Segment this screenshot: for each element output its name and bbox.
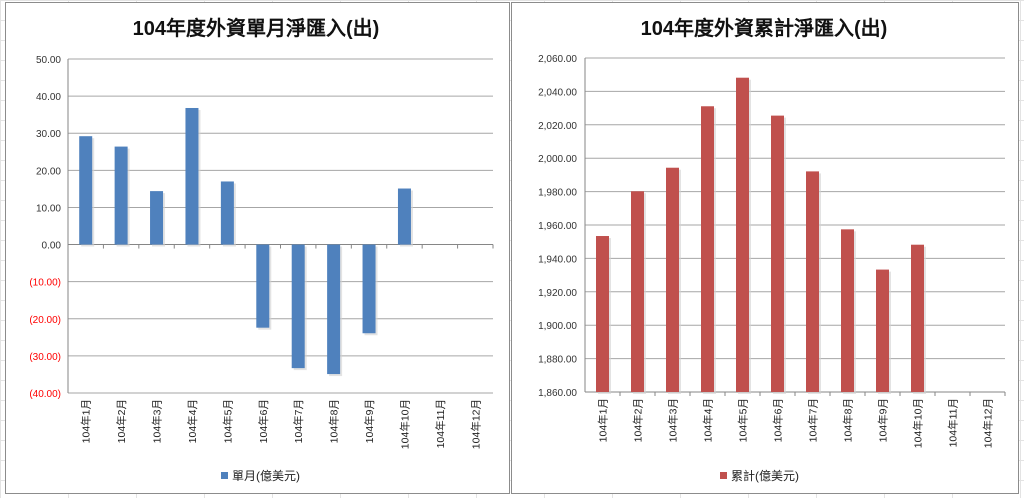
x-category-label: 104年12月 [982, 398, 995, 448]
x-category-label: 104年9月 [877, 398, 890, 442]
x-category-label: 104年5月 [221, 399, 234, 443]
y-tick-label: 10.00 [36, 203, 61, 214]
legend-label: 單月(億美元) [232, 469, 300, 483]
x-category-label: 104年3月 [667, 398, 680, 442]
x-category-label: 104年9月 [363, 399, 376, 443]
bar [79, 136, 93, 245]
bar [362, 244, 376, 334]
y-tick-label: 0.00 [42, 241, 62, 252]
bar [256, 244, 270, 328]
y-tick-label: 30.00 [36, 129, 61, 140]
bar [666, 167, 679, 392]
x-category-label: 104年5月 [737, 398, 750, 442]
x-category-label: 104年8月 [328, 399, 341, 443]
bar [150, 191, 164, 245]
y-tick-label: (10.00) [29, 278, 61, 289]
bar [185, 107, 199, 245]
x-category-label: 104年7月 [292, 399, 305, 443]
x-category-label: 104年2月 [632, 398, 645, 442]
x-category-label: 104年6月 [257, 399, 270, 443]
bar [114, 146, 128, 245]
bar [397, 188, 411, 245]
y-tick-label: 2,060.00 [538, 54, 577, 65]
cumulative-net-flow-chart: 104年度外資累計淨匯入(出) 2,060.00 2,040.00 2,020.00 2… [511, 2, 1019, 494]
x-category-label: 104年4月 [702, 398, 715, 442]
bar [876, 269, 889, 392]
y-tick-label: 1,880.00 [538, 355, 577, 366]
bar [841, 229, 854, 392]
x-category-label: 104年3月 [151, 399, 164, 443]
y-tick-label: 1,980.00 [538, 188, 577, 199]
bar [631, 191, 644, 392]
y-tick-label: 2,040.00 [538, 87, 577, 98]
x-category-label: 104年10月 [398, 399, 411, 449]
bar [220, 181, 234, 245]
x-category-label: 104年10月 [912, 398, 925, 448]
y-tick-label: (30.00) [29, 352, 61, 363]
x-category-label: 104年11月 [947, 398, 960, 447]
bar [291, 244, 305, 369]
x-category-label: 104年7月 [807, 398, 820, 442]
y-tick-label: 50.00 [36, 55, 61, 66]
bar [771, 115, 784, 393]
monthly-chart-svg: 104年度外資單月淨匯入(出) 50.00 40.00 30.00 20.00 10.00… [29, 16, 494, 483]
bar [596, 236, 609, 392]
bar [736, 77, 749, 393]
y-tick-label: (20.00) [29, 315, 61, 326]
legend-label: 累計(億美元) [731, 468, 799, 483]
legend-swatch [720, 472, 727, 479]
chart-title: 104年度外資累計淨匯入(出) [641, 16, 888, 40]
y-tick-label: 1,860.00 [538, 388, 577, 399]
bar [911, 244, 924, 392]
legend-swatch [221, 472, 228, 479]
monthly-net-flow-chart: 104年度外資單月淨匯入(出) 50.00 40.00 30.00 20.00 10.00… [5, 2, 510, 494]
y-tick-label: 1,940.00 [538, 254, 577, 265]
x-category-label: 104年11月 [434, 399, 447, 448]
y-tick-label: 40.00 [36, 92, 61, 103]
y-tick-label: (40.00) [29, 389, 61, 400]
x-category-label: 104年6月 [772, 398, 785, 442]
cumulative-chart-svg: 104年度外資累計淨匯入(出) 2,060.00 2,040.00 2,020.00 2… [538, 16, 1006, 483]
bar [806, 171, 819, 392]
bar [327, 244, 341, 375]
x-category-label: 104年4月 [186, 399, 199, 443]
x-category-label: 104年12月 [469, 399, 482, 449]
x-category-label: 104年2月 [115, 399, 128, 443]
y-tick-label: 2,000.00 [538, 154, 577, 165]
y-tick-label: 20.00 [36, 166, 61, 177]
x-category-label: 104年8月 [842, 398, 855, 442]
x-category-label: 104年1月 [597, 398, 610, 442]
x-category-label: 104年1月 [80, 399, 93, 443]
y-tick-label: 1,960.00 [538, 221, 577, 232]
y-tick-label: 1,900.00 [538, 321, 577, 332]
chart-title: 104年度外資單月淨匯入(出) [133, 16, 380, 40]
y-tick-label: 2,020.00 [538, 121, 577, 132]
y-tick-label: 1,920.00 [538, 288, 577, 299]
bar [701, 106, 714, 392]
